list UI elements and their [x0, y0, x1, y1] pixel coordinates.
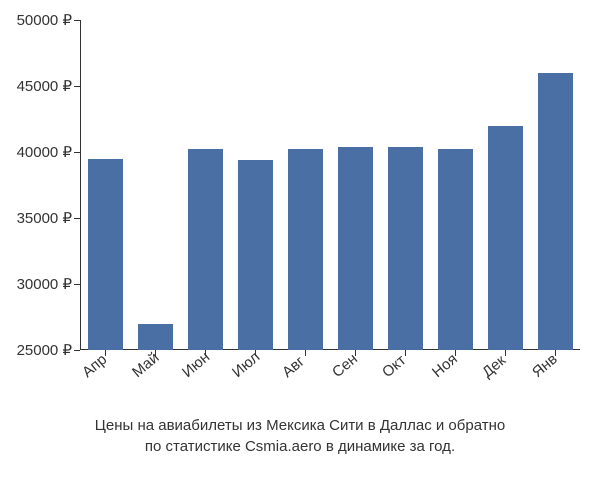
- x-axis-label: Дек: [479, 352, 509, 381]
- y-tick: [74, 152, 80, 153]
- y-axis-label: 35000 ₽: [17, 209, 72, 227]
- x-tick: [305, 350, 306, 356]
- x-tick: [355, 350, 356, 356]
- x-axis-label: Авг: [279, 353, 308, 381]
- y-tick: [74, 86, 80, 87]
- x-axis-label: Июл: [229, 348, 263, 381]
- caption-line-2: по статистике Csmia.aero в динамике за г…: [0, 436, 600, 457]
- x-tick: [555, 350, 556, 356]
- chart-caption: Цены на авиабилеты из Мексика Сити в Дал…: [0, 415, 600, 457]
- y-axis-label: 45000 ₽: [17, 77, 72, 95]
- bar: [538, 73, 573, 350]
- y-axis-label: 30000 ₽: [17, 275, 72, 293]
- y-axis-label: 25000 ₽: [17, 341, 72, 359]
- y-tick: [74, 284, 80, 285]
- x-tick: [105, 350, 106, 356]
- y-axis-label: 40000 ₽: [17, 143, 72, 161]
- bar: [338, 147, 373, 350]
- x-tick: [505, 350, 506, 356]
- x-axis-label: Май: [129, 349, 162, 381]
- bar: [488, 126, 523, 350]
- x-tick: [455, 350, 456, 356]
- bar: [138, 324, 173, 350]
- y-tick: [74, 350, 80, 351]
- y-axis-label: 50000 ₽: [17, 11, 72, 29]
- bar: [438, 149, 473, 350]
- caption-line-1: Цены на авиабилеты из Мексика Сити в Дал…: [0, 415, 600, 436]
- bar: [388, 147, 423, 350]
- bar: [238, 160, 273, 350]
- x-axis-label: Сен: [329, 350, 361, 381]
- bar: [188, 149, 223, 350]
- x-axis-label: Июн: [179, 349, 213, 382]
- x-axis-label: Окт: [379, 352, 409, 381]
- plot-area: [80, 20, 580, 350]
- y-tick: [74, 20, 80, 21]
- x-tick: [405, 350, 406, 356]
- chart-container: 25000 ₽30000 ₽35000 ₽40000 ₽45000 ₽50000…: [80, 20, 580, 350]
- y-tick: [74, 218, 80, 219]
- bar: [288, 149, 323, 350]
- x-axis-label: Ноя: [429, 350, 461, 381]
- bar: [88, 159, 123, 350]
